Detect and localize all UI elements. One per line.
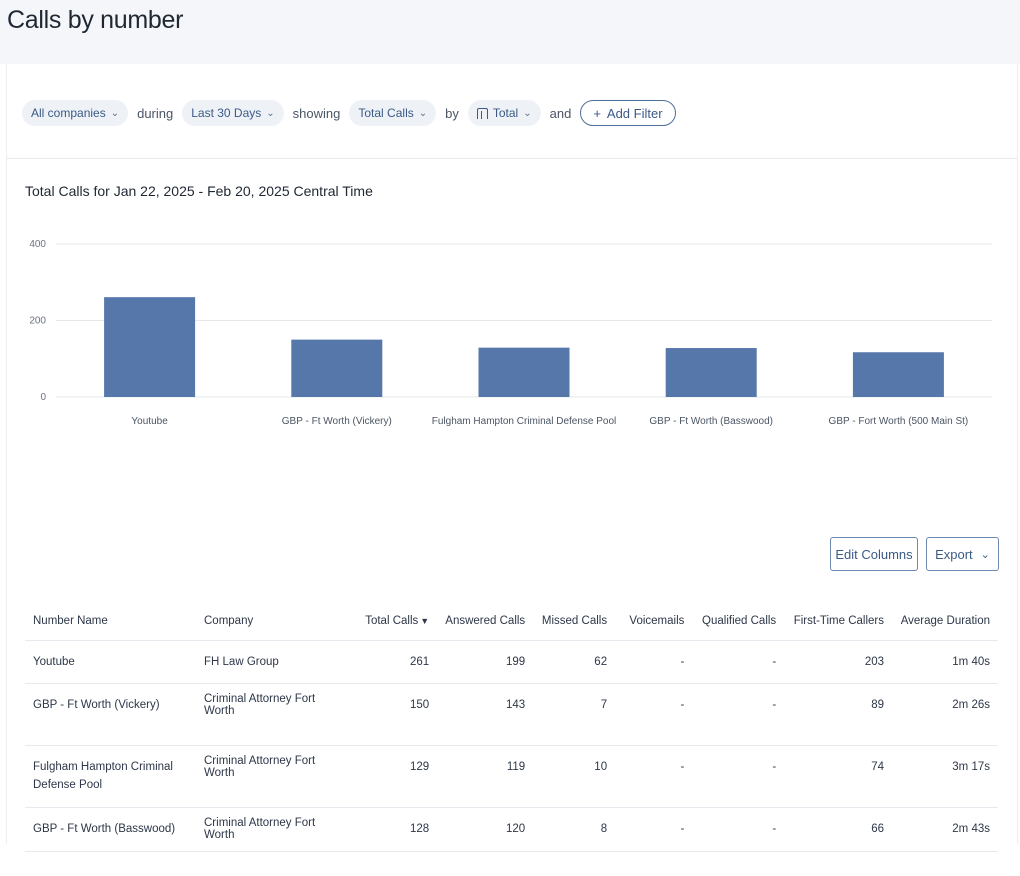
chevron-down-icon: ⌄ xyxy=(418,107,428,119)
cell-company: FH Law Group xyxy=(196,640,356,684)
cell-voicemails: - xyxy=(615,745,693,808)
bar[interactable] xyxy=(478,347,570,397)
export-label: Export xyxy=(935,546,973,562)
y-tick-label: 0 xyxy=(40,392,46,403)
page-header: Calls by number xyxy=(0,0,1020,64)
company-filter-label: All companies xyxy=(31,106,106,120)
bar[interactable] xyxy=(291,339,383,397)
edit-columns-label: Edit Columns xyxy=(835,546,913,562)
y-tick-label: 400 xyxy=(29,239,46,250)
metric-label: Total Calls xyxy=(358,106,414,120)
bar-chart-icon xyxy=(476,107,488,119)
cell-answered-calls-link[interactable]: 119 xyxy=(437,745,534,808)
column-header-company[interactable]: Company xyxy=(196,602,356,641)
cell-average-duration: 3m 17s xyxy=(892,745,998,808)
cell-answered-calls-link[interactable]: 199 xyxy=(437,640,534,684)
table-row: GBP - Ft Worth (Basswood) Criminal Attor… xyxy=(25,807,998,852)
table-header-row: Number Name Company Total Calls ▼ Answere… xyxy=(25,602,998,641)
table-row: Fulgham Hampton Criminal Defense Pool Cr… xyxy=(25,745,998,808)
column-header-number-name[interactable]: Number Name xyxy=(25,602,196,641)
x-tick-label: GBP - Ft Worth (Basswood) xyxy=(649,416,773,427)
column-header-missed-calls[interactable]: Missed Calls xyxy=(533,602,616,641)
cell-first-time-callers-link[interactable]: 66 xyxy=(784,807,893,852)
column-header-qualified-calls[interactable]: Qualified Calls xyxy=(692,602,785,641)
showing-connector: showing xyxy=(292,105,341,121)
bar[interactable] xyxy=(665,348,757,397)
y-tick-label: 200 xyxy=(29,316,46,327)
bar[interactable] xyxy=(104,297,196,397)
section-divider xyxy=(6,158,1018,159)
chevron-down-icon: ⌄ xyxy=(523,107,532,119)
chevron-down-icon: ⌄ xyxy=(266,107,275,119)
cell-company: Criminal Attorney Fort Worth xyxy=(196,807,356,852)
calls-table: Number Name Company Total Calls ▼ Answere… xyxy=(25,602,998,852)
during-connector: during xyxy=(137,105,174,121)
x-tick-label: GBP - Ft Worth (Vickery) xyxy=(282,416,392,427)
cell-missed-calls-link[interactable]: 10 xyxy=(533,745,616,808)
edit-columns-button[interactable]: Edit Columns xyxy=(830,537,918,571)
filter-bar: All companies ⌄ during Last 30 Days ⌄ sh… xyxy=(22,99,676,127)
cell-voicemails: - xyxy=(615,683,693,746)
export-button[interactable]: Export ⌄ xyxy=(926,537,999,571)
cell-first-time-callers-link[interactable]: 203 xyxy=(784,640,893,684)
chart-title: Total Calls for Jan 22, 2025 - Feb 20, 2… xyxy=(25,183,373,199)
cell-total-calls-link[interactable]: 261 xyxy=(355,640,438,684)
company-filter-dropdown[interactable]: All companies ⌄ xyxy=(22,100,129,126)
cell-missed-calls-link[interactable]: 8 xyxy=(533,807,616,852)
cell-company: Criminal Attorney Fort Worth xyxy=(196,745,356,808)
column-header-answered-calls[interactable]: Answered Calls xyxy=(437,602,534,641)
cell-first-time-callers-link[interactable]: 89 xyxy=(784,683,893,746)
total-calls-header-label: Total Calls xyxy=(365,614,419,627)
x-tick-label: GBP - Fort Worth (500 Main St) xyxy=(829,416,969,427)
cell-qualified-calls: - xyxy=(692,683,785,746)
plus-icon: + xyxy=(593,105,601,121)
cell-number-name: Fulgham Hampton Criminal Defense Pool xyxy=(25,745,196,808)
cell-voicemails: - xyxy=(615,807,693,852)
cell-qualified-calls: - xyxy=(692,745,785,808)
bar-chart-svg: 0 200 400 Youtube GBP - Ft Worth (Vickery) Fu… xyxy=(29,239,992,427)
cell-total-calls-link[interactable]: 129 xyxy=(355,745,438,808)
table-row: Youtube FH Law Group 261 199 62 - - 203 … xyxy=(25,640,998,684)
column-header-total-calls[interactable]: Total Calls ▼ xyxy=(355,602,438,641)
cell-average-duration: 2m 26s xyxy=(892,683,998,746)
cell-first-time-callers-link[interactable]: 74 xyxy=(784,745,893,808)
page-title: Calls by number xyxy=(7,6,184,34)
cell-number-name: Youtube xyxy=(25,640,196,684)
bar[interactable] xyxy=(852,352,944,397)
table-row: GBP - Ft Worth (Vickery) Criminal Attorn… xyxy=(25,683,998,746)
cell-number-name: GBP - Ft Worth (Basswood) xyxy=(25,807,196,852)
date-range-dropdown[interactable]: Last 30 Days ⌄ xyxy=(182,100,284,126)
add-filter-button[interactable]: + Add Filter xyxy=(580,100,676,126)
column-header-voicemails[interactable]: Voicemails xyxy=(615,602,693,641)
date-range-label: Last 30 Days xyxy=(191,106,262,120)
cell-qualified-calls: - xyxy=(692,640,785,684)
and-connector: and xyxy=(549,105,572,121)
cell-company: Criminal Attorney Fort Worth xyxy=(196,683,356,746)
grouping-dropdown[interactable]: Total ⌄ xyxy=(467,100,541,126)
chevron-down-icon: ⌄ xyxy=(980,548,990,561)
cell-qualified-calls: - xyxy=(692,807,785,852)
cell-number-name: GBP - Ft Worth (Vickery) xyxy=(25,683,196,746)
cell-missed-calls-link[interactable]: 7 xyxy=(533,683,616,746)
sort-desc-icon: ▼ xyxy=(420,615,430,626)
cell-voicemails: - xyxy=(615,640,693,684)
x-tick-label: Youtube xyxy=(131,416,168,427)
cell-total-calls-link[interactable]: 128 xyxy=(355,807,438,852)
cell-average-duration: 2m 43s xyxy=(892,807,998,852)
column-header-average-duration[interactable]: Average Duration xyxy=(892,602,998,641)
cell-answered-calls-link[interactable]: 143 xyxy=(437,683,534,746)
chevron-down-icon: ⌄ xyxy=(110,107,120,119)
metric-dropdown[interactable]: Total Calls ⌄ xyxy=(349,100,437,126)
x-tick-label: Fulgham Hampton Criminal Defense Pool xyxy=(432,416,617,427)
cell-missed-calls-link[interactable]: 62 xyxy=(533,640,616,684)
by-connector: by xyxy=(445,105,459,121)
add-filter-label: Add Filter xyxy=(606,105,663,121)
cell-total-calls-link[interactable]: 150 xyxy=(355,683,438,746)
bar-chart: 0 200 400 Youtube GBP - Ft Worth (Vickery) Fu… xyxy=(0,220,1020,440)
cell-average-duration: 1m 40s xyxy=(892,640,998,684)
grouping-label: Total xyxy=(492,106,519,120)
column-header-first-time-callers[interactable]: First-Time Callers xyxy=(784,602,893,641)
cell-answered-calls-link[interactable]: 120 xyxy=(437,807,534,852)
